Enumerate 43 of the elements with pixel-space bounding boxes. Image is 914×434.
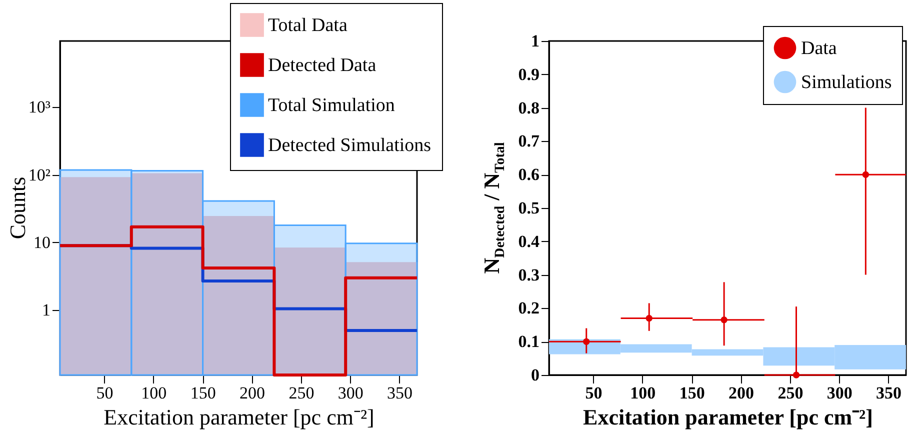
x-tick-label: 300: [826, 384, 852, 402]
x-tick-label: 350: [387, 384, 413, 402]
y-tick-label: 0.6: [518, 165, 540, 184]
y-tick-label: 0.8: [518, 98, 540, 118]
x-axis-title: Excitation parameter [pc cm⁻²]: [583, 404, 873, 430]
x-tick-label: 100: [630, 384, 656, 402]
y-tick-label: 10: [34, 232, 50, 252]
legend-label: Detected Data: [268, 55, 377, 76]
x-tick-label: 250: [778, 384, 804, 402]
x-tick-label: 50: [585, 384, 602, 402]
x-tick-label: 50: [96, 384, 114, 402]
y-tick-label: 0.9: [518, 64, 540, 84]
legend-label: Detected Simulations: [268, 135, 432, 156]
point: [862, 171, 870, 178]
legend-label: Data: [801, 38, 838, 59]
legend-label: Total Simulation: [268, 95, 396, 116]
x-tick-label: 200: [728, 384, 754, 402]
y-tick-label: 0.4: [518, 232, 540, 251]
x-tick-label: 150: [190, 384, 216, 402]
y-tick-label: 10³: [28, 98, 50, 117]
y-tick-label: 0.3: [518, 265, 540, 284]
x-tick-label: 250: [288, 384, 314, 402]
point: [720, 316, 728, 324]
x-tick-label: 200: [240, 384, 266, 402]
x-tick-label: 150: [679, 384, 705, 402]
x-axis-title: Excitation parameter [pc cm⁻²]: [104, 404, 374, 430]
x-tick-label: 100: [141, 384, 167, 402]
y-tick-label: 0.1: [518, 332, 540, 352]
y-tick-label: 0.5: [518, 198, 540, 218]
legend-label: Total Data: [268, 15, 348, 36]
point: [792, 372, 800, 378]
y-tick-label: 10²: [28, 165, 50, 184]
y-tick-label: 1: [531, 32, 540, 50]
y-tick-label: 0.2: [518, 298, 540, 318]
x-tick-label: 350: [876, 384, 902, 402]
y-tick-label: 0.7: [518, 132, 540, 151]
y-tick-label: 0: [531, 366, 540, 384]
legend-label: Simulations: [801, 72, 892, 93]
point: [583, 338, 590, 345]
y-axis-title: Counts: [5, 176, 30, 240]
y-tick-label: 1: [42, 300, 50, 320]
point: [646, 314, 652, 322]
x-tick-label: 300: [338, 384, 364, 402]
